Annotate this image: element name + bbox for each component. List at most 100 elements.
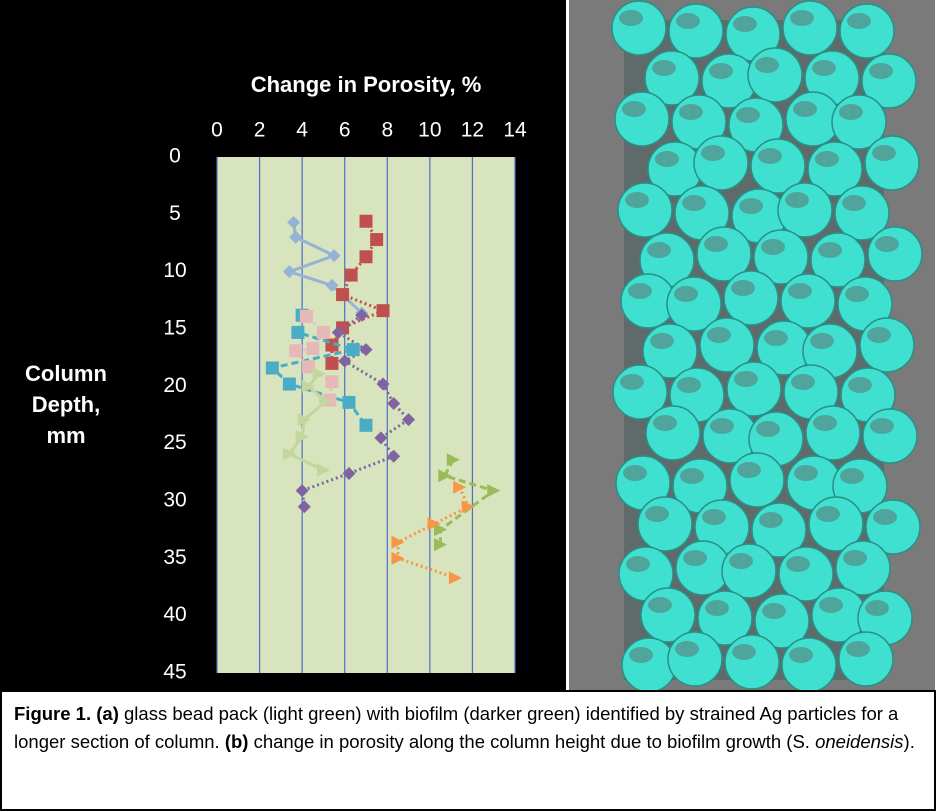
biofilm (842, 195, 866, 211)
bead (669, 4, 723, 58)
biofilm (867, 327, 891, 343)
biofilm (629, 647, 653, 663)
biofilm (676, 13, 700, 29)
biofilm (705, 600, 729, 616)
x-tick-label: 14 (503, 119, 527, 142)
bead (694, 136, 748, 190)
biofilm (755, 57, 779, 73)
x-tick-label: 10 (418, 119, 441, 142)
biofilm (731, 280, 755, 296)
biofilm (869, 63, 893, 79)
marker (291, 326, 304, 339)
marker (347, 343, 360, 356)
biofilm (786, 556, 810, 572)
biofilm (736, 107, 760, 123)
biofilm (791, 374, 815, 390)
x-axis-title: Change in Porosity, % (251, 72, 482, 97)
biofilm (788, 283, 812, 299)
y-tick-label: 0 (169, 145, 181, 168)
marker (360, 419, 373, 432)
biofilm (815, 151, 839, 167)
bead (781, 274, 835, 328)
biofilm (813, 415, 837, 431)
bead (748, 48, 802, 102)
marker (266, 361, 279, 374)
biofilm (819, 597, 843, 613)
bead (612, 1, 666, 55)
bead (868, 227, 922, 281)
bead (783, 1, 837, 55)
marker (317, 326, 330, 339)
caption: Figure 1. (a) glass bead pack (light gre… (0, 690, 936, 811)
biofilm (865, 600, 889, 616)
page: Change in Porosity, % 024681012140510152… (0, 0, 936, 811)
biofilm (845, 286, 869, 302)
y-tick-label: 30 (163, 489, 186, 512)
biofilm (818, 242, 842, 258)
bead (806, 406, 860, 460)
biofilm (761, 239, 785, 255)
marker (342, 396, 355, 409)
biofilm (674, 286, 698, 302)
biofilm (680, 468, 704, 484)
biofilm (870, 418, 894, 434)
bead (727, 362, 781, 416)
biofilm (732, 644, 756, 660)
biofilm (739, 198, 763, 214)
y-axis-title: Column Depth, mm (10, 358, 122, 451)
y-tick-label: 35 (163, 546, 186, 569)
biofilm (707, 327, 731, 343)
marker (336, 288, 349, 301)
biofilm (650, 333, 674, 349)
x-tick-label: 6 (339, 119, 351, 142)
marker (306, 342, 319, 355)
bead (638, 497, 692, 551)
biofilm (758, 148, 782, 164)
biofilm (843, 550, 867, 566)
biofilm (793, 101, 817, 117)
biofilm (729, 553, 753, 569)
marker (360, 250, 373, 263)
bead (725, 635, 779, 689)
x-tick-label: 0 (211, 119, 223, 142)
biofilm (623, 465, 647, 481)
biofilm (677, 377, 701, 393)
biofilm (762, 603, 786, 619)
marker (289, 344, 302, 357)
bead (668, 632, 722, 686)
bead (730, 453, 784, 507)
y-tick-label: 40 (163, 603, 186, 626)
bead (860, 318, 914, 372)
biofilm (816, 506, 840, 522)
biofilm (847, 13, 871, 29)
bead (615, 92, 669, 146)
bead (722, 544, 776, 598)
y-tick-label: 25 (163, 431, 186, 454)
biofilm (733, 16, 757, 32)
y-tick-label: 20 (163, 374, 186, 397)
x-tick-label: 2 (254, 119, 266, 142)
biofilm (622, 101, 646, 117)
x-tick-label: 8 (381, 119, 393, 142)
biofilm (682, 195, 706, 211)
bead (840, 4, 894, 58)
caption-marker: (a) (96, 703, 119, 724)
biofilm (647, 242, 671, 258)
caption-species: oneidensis (815, 731, 903, 752)
marker (345, 269, 358, 282)
bead (865, 136, 919, 190)
bead (778, 183, 832, 237)
plot-area (217, 157, 515, 673)
bead (782, 638, 836, 690)
bead (836, 541, 890, 595)
marker (300, 310, 313, 323)
biofilm (810, 333, 834, 349)
bead (724, 271, 778, 325)
biofilm (875, 236, 899, 252)
biofilm (648, 597, 672, 613)
biofilm (839, 104, 863, 120)
caption-text: Figure 1. (a) glass bead pack (light gre… (2, 692, 934, 756)
biofilm (840, 468, 864, 484)
bead (618, 183, 672, 237)
